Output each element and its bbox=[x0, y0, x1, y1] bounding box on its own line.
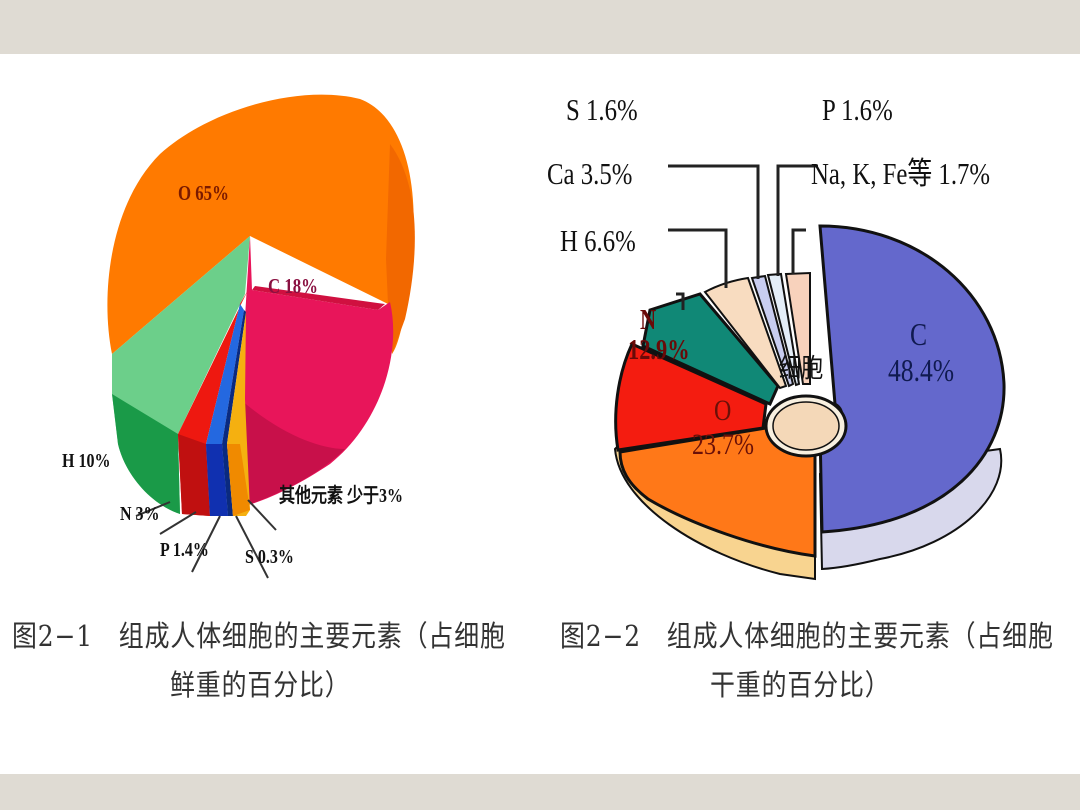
slice-S bbox=[222, 310, 246, 516]
slice-C-side bbox=[240, 399, 345, 506]
label-right-C-value: 48.4% bbox=[888, 352, 955, 388]
caption-fig2-line2: 干重的百分比） bbox=[710, 668, 891, 702]
slice-H-side bbox=[112, 394, 180, 514]
label-right-S: S 1.6% bbox=[566, 92, 638, 127]
label-left-O: O 65% bbox=[178, 181, 229, 205]
slice-NaKFe bbox=[784, 271, 811, 385]
label-right-H: H 6.6% bbox=[560, 223, 636, 258]
slice-Ca bbox=[703, 276, 788, 390]
label-left-S: S 0.3% bbox=[245, 546, 294, 568]
label-right-N-value: 12.9% bbox=[628, 335, 690, 366]
center-label: 细胞 bbox=[779, 354, 824, 383]
top-frame-bar bbox=[0, 0, 1080, 54]
slice-N-side bbox=[178, 434, 210, 516]
slice-C-top bbox=[252, 286, 385, 310]
label-left-C: C 18% bbox=[268, 274, 318, 298]
pie-chart-dry-weight bbox=[613, 164, 1006, 581]
caption-fig1-line2: 鲜重的百分比） bbox=[170, 668, 351, 702]
leader-lines-right bbox=[668, 164, 818, 310]
slice-other-side bbox=[227, 444, 250, 516]
label-right-N-element: N bbox=[640, 305, 657, 336]
slice-S bbox=[750, 274, 795, 388]
label-left-N: N 3% bbox=[120, 503, 160, 525]
label-right-P: P 1.6% bbox=[822, 92, 893, 127]
center-oval-inner bbox=[772, 401, 840, 451]
slide: O 65% C 18% H 10% N 3% P 1.4% S 0.3% 其他元… bbox=[0, 54, 1080, 774]
label-right-C-element: C bbox=[910, 316, 928, 352]
slice-N bbox=[614, 342, 768, 452]
leader-lines-left bbox=[135, 499, 277, 579]
bottom-frame-bar bbox=[0, 774, 1080, 810]
pie-chart-fresh-weight bbox=[107, 94, 415, 579]
label-right-O-element: O bbox=[714, 394, 732, 427]
slice-H bbox=[641, 292, 780, 406]
label-right-O-value: 23.7% bbox=[692, 428, 754, 461]
slice-O bbox=[107, 94, 414, 354]
label-left-P: P 1.4% bbox=[160, 539, 209, 561]
caption-fig1-line1: 图2−1 组成人体细胞的主要元素（占细胞 bbox=[12, 619, 506, 653]
slice-P-side bbox=[206, 444, 228, 516]
slice-O-shadow bbox=[386, 144, 415, 354]
caption-fig2-line1: 图2−2 组成人体细胞的主要元素（占细胞 bbox=[560, 619, 1054, 653]
label-left-other: 其他元素 少于3% bbox=[279, 485, 403, 507]
label-right-NaKFe: Na, K, Fe等 1.7% bbox=[811, 156, 991, 191]
label-left-H: H 10% bbox=[62, 450, 111, 472]
label-right-Ca: Ca 3.5% bbox=[547, 156, 633, 191]
